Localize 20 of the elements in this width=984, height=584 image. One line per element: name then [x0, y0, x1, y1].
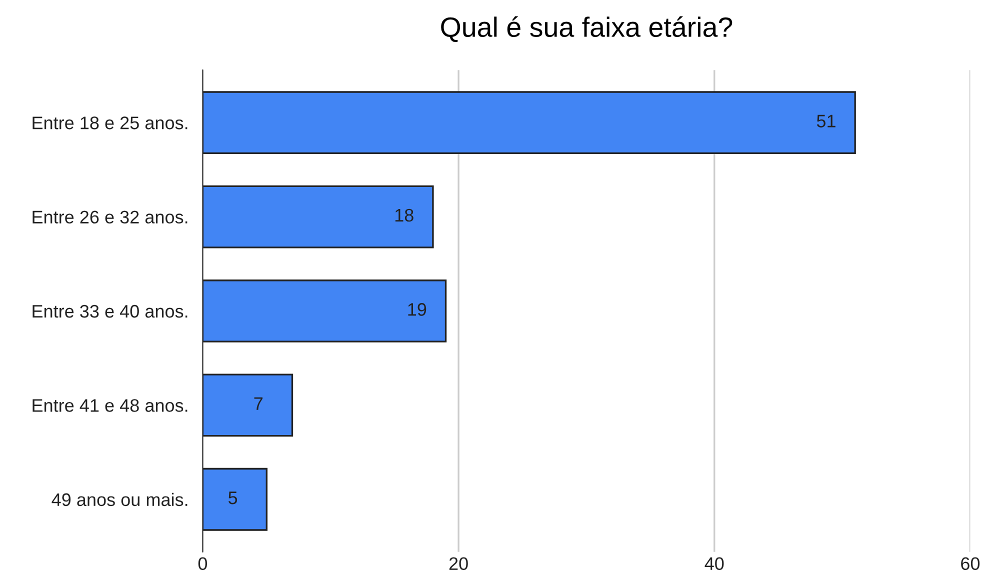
data-label: 19	[408, 303, 426, 316]
data-label: 51	[816, 114, 836, 128]
chart-title: Qual é sua faixa etária?	[441, 16, 732, 42]
x-tick-label: 0	[198, 557, 208, 570]
x-tick-label: 40	[704, 557, 724, 570]
data-label: 18	[395, 208, 414, 222]
y-tick-label: Entre 26 e 32 anos.	[32, 210, 188, 224]
bar	[202, 91, 856, 154]
y-tick-label: Entre 33 e 40 anos.	[32, 304, 188, 318]
bar	[202, 280, 447, 342]
x-tick-label: 20	[449, 557, 468, 570]
bar	[202, 185, 434, 248]
y-tick-label: Entre 18 e 25 anos.	[32, 116, 188, 130]
data-label: 7	[254, 397, 262, 410]
bar	[202, 468, 268, 531]
x-tick-label: 60	[961, 557, 980, 570]
y-tick-label: Entre 41 e 48 anos.	[32, 399, 188, 412]
bar	[202, 374, 294, 437]
y-tick-label: 49 anos ou mais.	[52, 492, 188, 506]
data-label: 5	[228, 492, 238, 504]
